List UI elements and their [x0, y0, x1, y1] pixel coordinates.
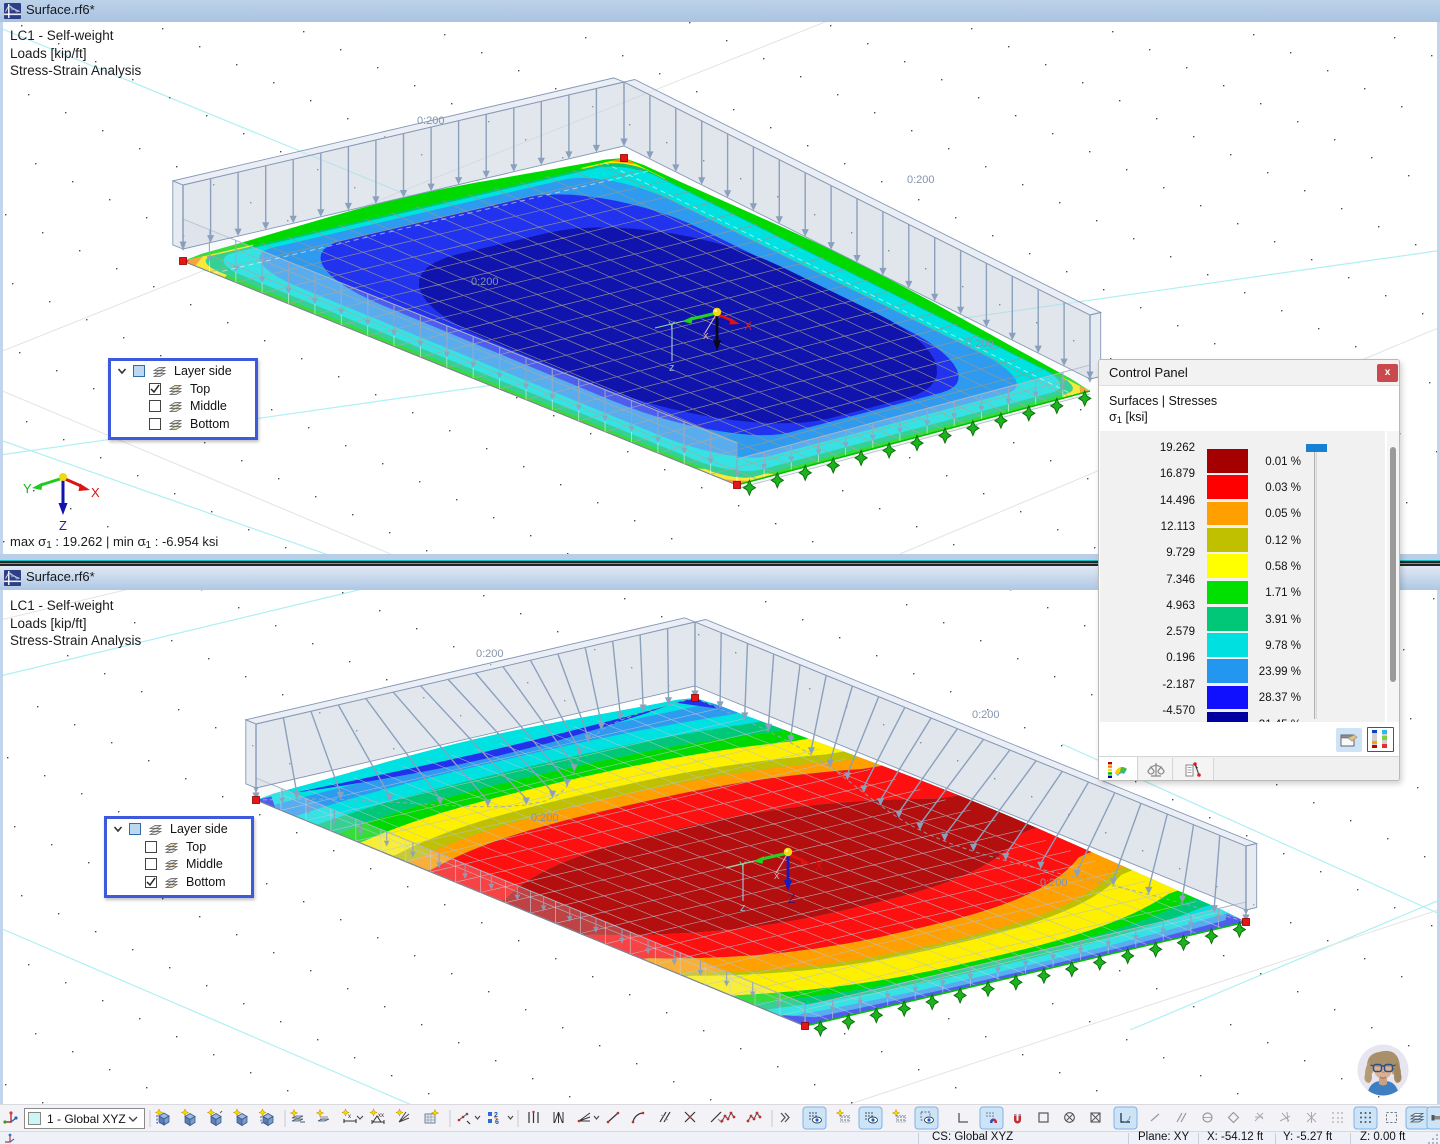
- svg-text:Y: Y: [23, 481, 32, 496]
- svg-text:Z: Z: [717, 352, 724, 366]
- svg-text:Y: Y: [668, 320, 676, 332]
- svg-text:6: 6: [495, 1119, 499, 1126]
- svg-text:z: z: [669, 362, 675, 374]
- svg-text:0:200: 0:200: [471, 276, 499, 288]
- svg-text:0:200: 0:200: [1040, 877, 1068, 889]
- svg-text:0:200: 0:200: [476, 648, 504, 660]
- svg-text:0:200: 0:200: [417, 115, 445, 127]
- svg-text:xx: xx: [378, 1113, 384, 1119]
- svg-text:0:200: 0:200: [972, 709, 1000, 721]
- svg-text:Z: Z: [59, 518, 67, 533]
- svg-text:2: 2: [494, 1112, 498, 1119]
- svg-text:z: z: [740, 902, 746, 914]
- svg-text:Y: Y: [739, 860, 747, 872]
- svg-text:X: X: [815, 859, 823, 873]
- svg-text:X: X: [744, 319, 752, 333]
- svg-text:0:200: 0:200: [966, 338, 994, 350]
- svg-text:0:200: 0:200: [531, 812, 559, 824]
- svg-text:0:200: 0:200: [907, 174, 935, 186]
- svg-text:x: x: [348, 1114, 351, 1120]
- svg-text:Z: Z: [788, 892, 795, 906]
- svg-text:x: x: [703, 330, 709, 342]
- svg-text:X: X: [91, 485, 100, 500]
- svg-text:x: x: [774, 870, 780, 882]
